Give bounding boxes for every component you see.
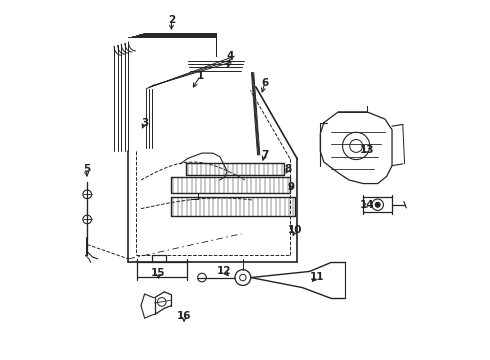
Text: 1: 1 <box>196 71 204 81</box>
Text: 15: 15 <box>151 268 166 278</box>
Text: 14: 14 <box>360 200 374 210</box>
Text: 3: 3 <box>141 118 148 128</box>
Text: 12: 12 <box>217 266 232 276</box>
Text: 11: 11 <box>310 272 324 282</box>
Text: 13: 13 <box>360 144 374 154</box>
Text: 16: 16 <box>177 311 191 321</box>
Circle shape <box>375 202 380 207</box>
Text: 10: 10 <box>288 225 302 235</box>
Text: 5: 5 <box>83 164 90 174</box>
Text: 9: 9 <box>287 182 294 192</box>
Text: 2: 2 <box>168 15 175 26</box>
Text: 8: 8 <box>284 164 292 174</box>
Text: 4: 4 <box>227 51 234 61</box>
Text: 6: 6 <box>261 78 269 88</box>
Text: 7: 7 <box>261 150 269 160</box>
